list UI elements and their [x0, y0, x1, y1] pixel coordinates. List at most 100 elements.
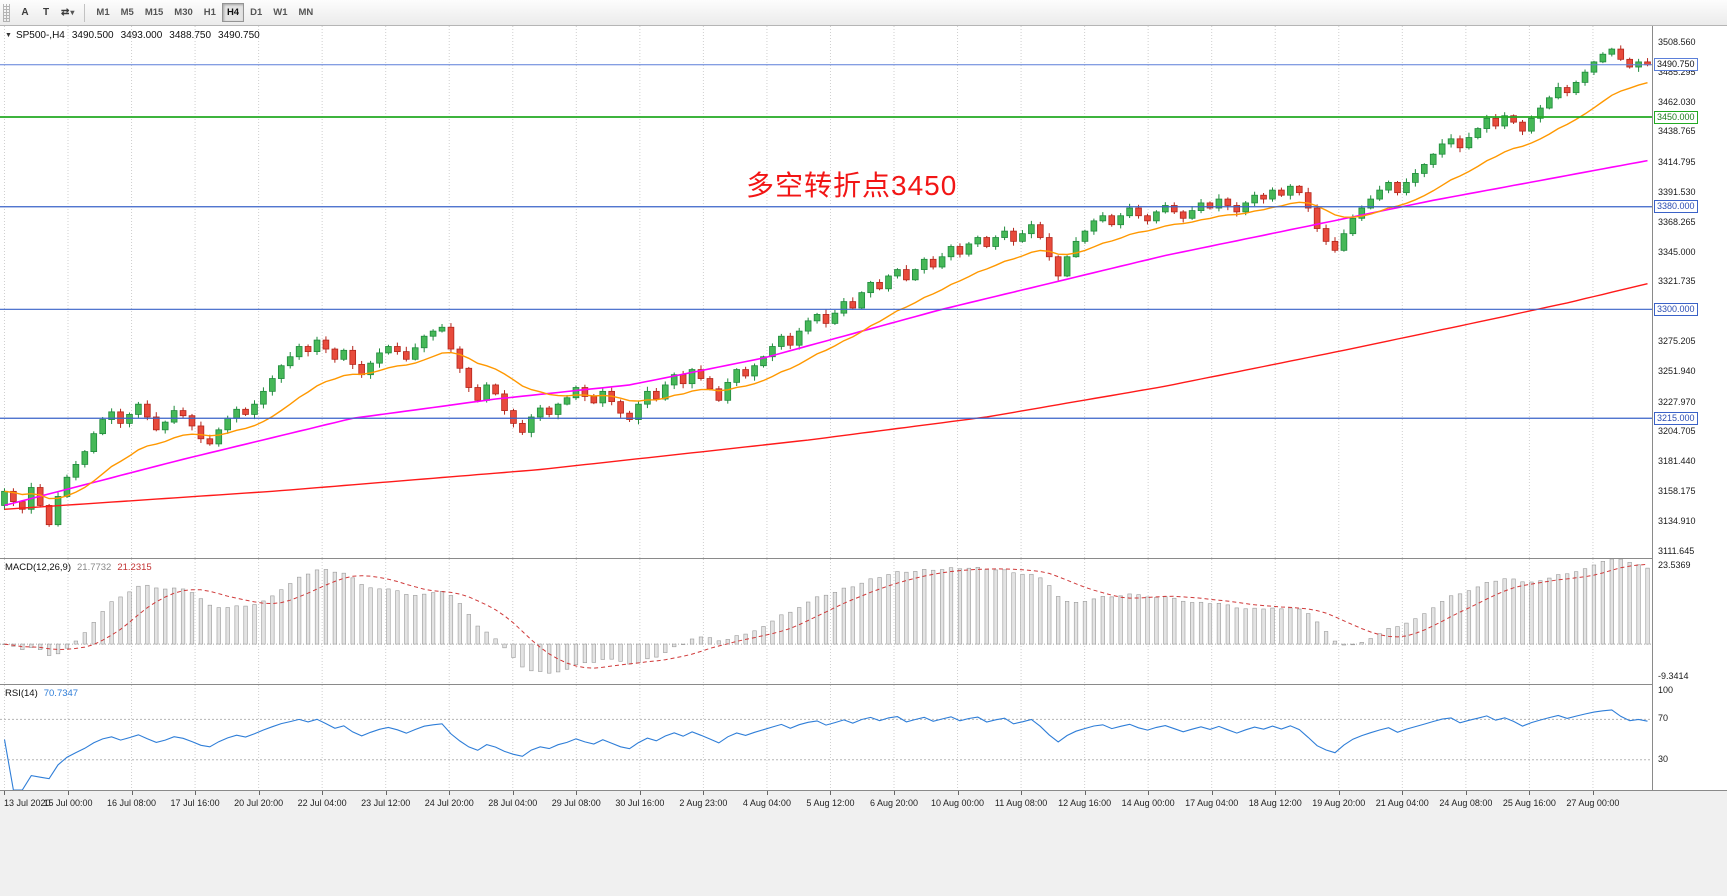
tf-button-M1[interactable]: M1	[91, 3, 114, 22]
candle	[1144, 215, 1151, 222]
price-chart-canvas[interactable]	[0, 26, 1652, 558]
candle	[1492, 117, 1500, 127]
candle	[465, 367, 473, 388]
candle	[1099, 215, 1107, 222]
candle	[1019, 233, 1026, 242]
candle	[1420, 164, 1428, 174]
tf-button-MN[interactable]: MN	[294, 3, 319, 22]
arrow-tool-button[interactable]: A	[15, 3, 35, 23]
time-tick	[1148, 791, 1150, 795]
macd-main-value: 21.7732	[77, 562, 112, 573]
candle	[152, 416, 160, 431]
toolbar-drag-handle[interactable]	[3, 3, 10, 22]
candle	[170, 410, 178, 423]
time-tick	[258, 791, 260, 795]
time-tick	[68, 791, 69, 795]
time-tick	[4, 791, 6, 795]
candle	[804, 320, 812, 332]
candle	[1528, 117, 1535, 132]
candle	[429, 330, 437, 337]
candle	[599, 390, 607, 404]
rsi-pane[interactable]: RSI(14) 70.7347	[0, 684, 1652, 790]
tf-button-H1[interactable]: H1	[199, 3, 221, 22]
price-axis-label: 3485.295	[1658, 66, 1696, 77]
candle	[929, 258, 937, 268]
price-axis-label: 3368.265	[1658, 216, 1696, 227]
candle	[161, 421, 169, 431]
candle	[617, 401, 624, 414]
candle	[1153, 211, 1160, 222]
macd-signal-value: 21.2315	[117, 562, 152, 573]
tf-button-M30[interactable]: M30	[169, 3, 197, 22]
time-tick	[957, 791, 959, 795]
macd-pane[interactable]: MACD(12,26,9) 21.7732 21.2315	[0, 558, 1652, 684]
tf-button-M5[interactable]: M5	[116, 3, 139, 22]
tf-button-M15[interactable]: M15	[140, 3, 168, 22]
candle	[242, 408, 249, 415]
cycle-symbols-button[interactable]: ⇄ ▾	[57, 3, 78, 23]
candle	[1340, 233, 1348, 251]
candle	[644, 390, 651, 405]
time-axis-label: 21 Aug 04:00	[1375, 798, 1429, 808]
time-axis-label: 17 Aug 04:00	[1185, 798, 1239, 808]
cycle-icon: ⇄	[61, 7, 70, 18]
time-axis-label: 12 Aug 16:00	[1058, 798, 1112, 808]
candle	[733, 369, 741, 383]
candle	[769, 346, 776, 358]
tf-button-W1[interactable]: W1	[268, 3, 292, 22]
chart-high-value: 3493.000	[120, 30, 163, 41]
tf-button-D1[interactable]: D1	[245, 3, 267, 22]
candle	[1563, 87, 1571, 94]
candle	[108, 411, 115, 420]
candle	[144, 403, 151, 418]
candle	[1349, 217, 1357, 235]
macd-canvas[interactable]	[0, 559, 1652, 684]
price-axis[interactable]: 3508.560 3485.295 3462.030 3438.765 3414.795…	[1652, 26, 1727, 790]
candle	[233, 408, 240, 419]
symbol-dropdown-icon[interactable]: ▼	[5, 32, 12, 39]
candle	[1554, 87, 1562, 99]
candle	[545, 407, 553, 415]
time-axis-label: 17 Jul 16:00	[170, 798, 220, 808]
candle	[1447, 138, 1455, 145]
candle	[1617, 48, 1625, 60]
candle	[1162, 205, 1169, 213]
candle	[554, 403, 562, 415]
time-axis-label: 4 Aug 04:00	[742, 798, 791, 808]
candle	[411, 347, 419, 360]
text-tool-button[interactable]: T	[36, 3, 56, 23]
time-tick	[1211, 791, 1213, 795]
main-chart-pane[interactable]: ▼ SP500-,H4 3490.500 3493.000 3488.750 3…	[0, 26, 1652, 558]
candle	[340, 349, 348, 360]
tf-button-H4[interactable]: H4	[221, 3, 245, 22]
candle	[724, 381, 732, 401]
candle	[581, 387, 589, 397]
chart-symbol-label: SP500-,H4	[15, 30, 65, 41]
time-axis-label: 16 Jul 08:00	[107, 798, 157, 808]
candle	[635, 403, 642, 420]
chart-open-value: 3490.500	[71, 30, 114, 41]
candle	[492, 384, 499, 395]
rsi-canvas[interactable]	[0, 685, 1652, 790]
candle	[1599, 53, 1607, 63]
candle	[1474, 128, 1482, 138]
candle	[501, 393, 508, 411]
chart-low-value: 3488.750	[169, 30, 212, 41]
candle	[626, 412, 633, 420]
time-axis-label: 14 Aug 00:00	[1121, 798, 1175, 808]
candle	[1483, 117, 1491, 129]
candle	[1304, 192, 1312, 209]
candle	[1170, 205, 1178, 213]
candle	[751, 365, 758, 377]
candle	[849, 301, 857, 309]
candle	[269, 378, 276, 392]
time-axis[interactable]: 13 Jul 2020 15 Jul 00:00 16 Jul 08:00 17 Ju…	[0, 790, 1727, 816]
time-axis-label: 18 Aug 12:00	[1248, 798, 1302, 808]
candle	[1278, 189, 1285, 196]
candle	[206, 438, 214, 445]
time-tick	[385, 791, 387, 795]
time-axis-label: 19 Aug 20:00	[1312, 798, 1366, 808]
rsi-axis-label: 70	[1658, 713, 1669, 724]
candle	[876, 281, 883, 290]
candle	[1590, 61, 1598, 73]
